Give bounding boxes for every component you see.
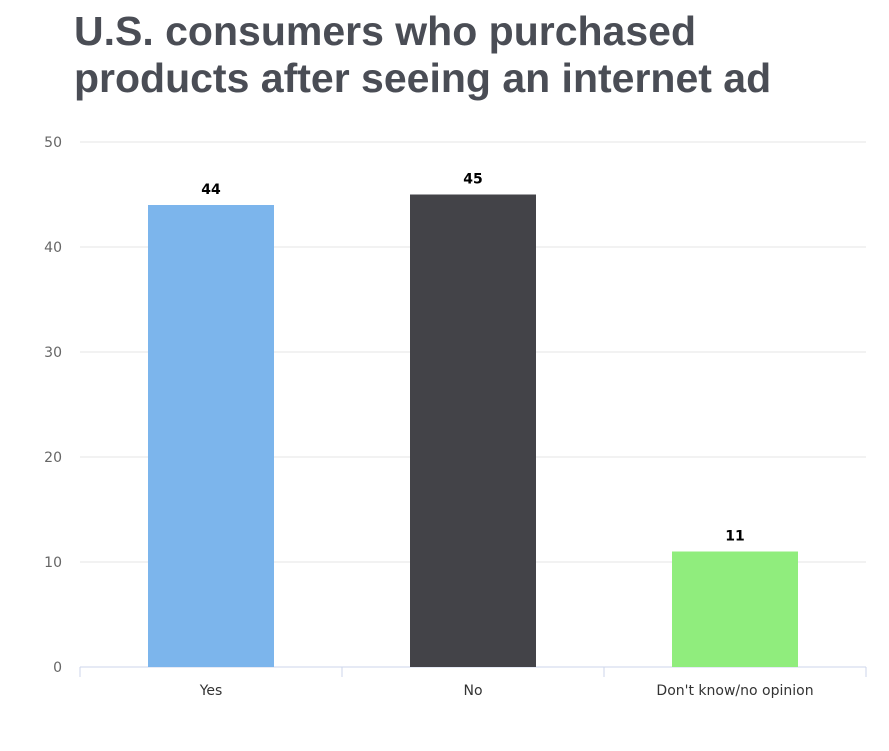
x-tick-label: Don't know/no opinion [656, 683, 813, 699]
y-tick-label: 40 [44, 240, 62, 256]
y-tick-label: 20 [44, 450, 62, 466]
y-tick-label: 0 [53, 660, 62, 676]
y-tick-label: 10 [44, 555, 62, 571]
bar-1 [410, 194, 536, 667]
data-label: 11 [725, 529, 744, 545]
data-label: 45 [463, 172, 482, 188]
x-tick-label: No [463, 683, 482, 699]
y-tick-label: 50 [44, 135, 62, 151]
data-label: 44 [201, 182, 221, 198]
chart-title-line-1: U.S. consumers who purchased [74, 8, 696, 54]
x-tick-label: Yes [199, 683, 223, 699]
y-tick-label: 30 [44, 345, 62, 361]
bar-2 [672, 551, 798, 667]
chart-title-line-2: products after seeing an internet ad [74, 55, 772, 101]
bar-0 [148, 205, 274, 667]
chart-title: U.S. consumers who purchased products af… [74, 8, 874, 102]
